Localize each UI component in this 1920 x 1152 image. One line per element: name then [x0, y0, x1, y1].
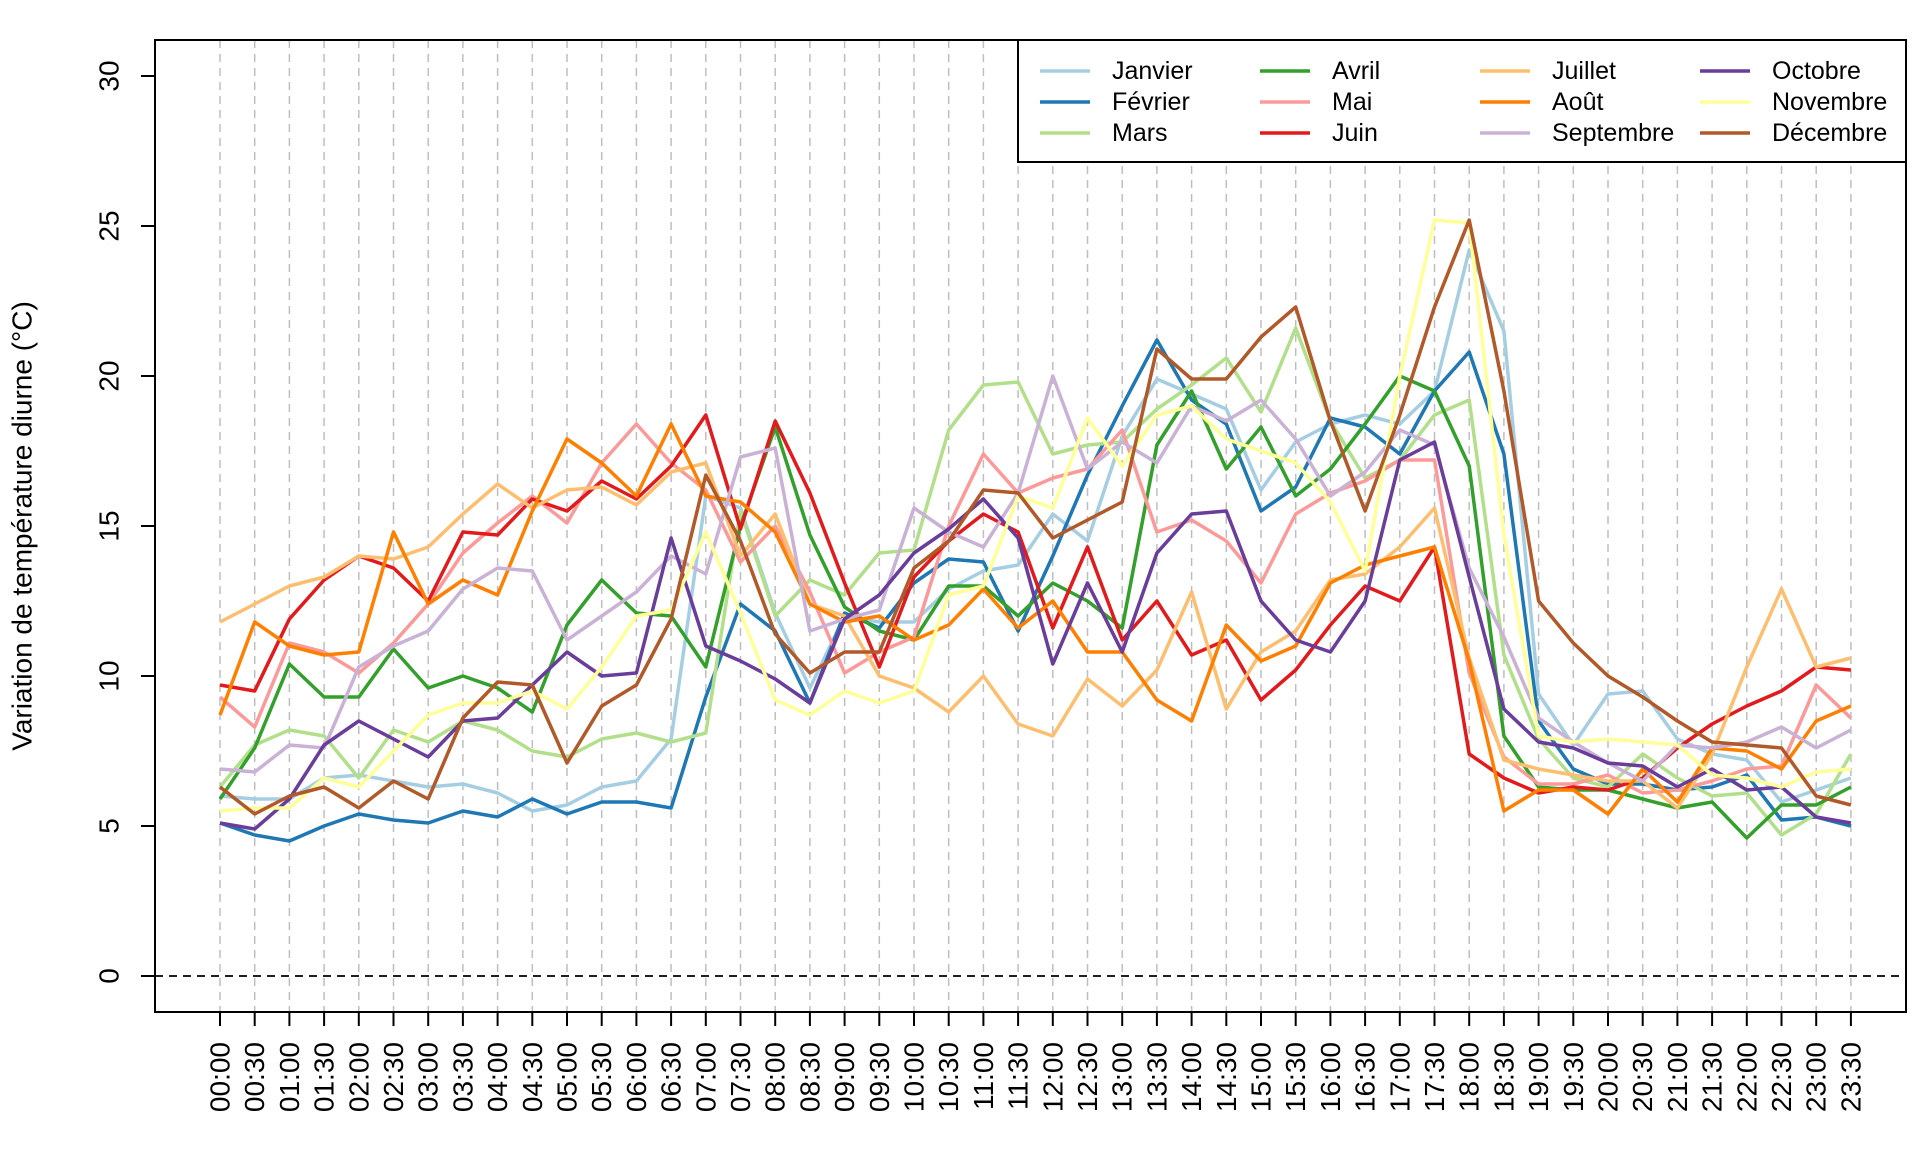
- series-line-août: [218, 422, 1852, 816]
- y-tick-label: 20: [94, 360, 125, 391]
- x-tick-label: 13:30: [1141, 1042, 1172, 1112]
- x-tick-label: 04:30: [517, 1042, 548, 1112]
- x-tick-label: 06:00: [621, 1042, 652, 1112]
- series-line-juillet: [219, 461, 1852, 810]
- legend-label: Août: [1552, 88, 1603, 116]
- legend-label: Novembre: [1772, 88, 1887, 116]
- legend-label: Mai: [1332, 88, 1372, 116]
- series-line-décembre: [218, 218, 1852, 816]
- x-tick-label: 04:00: [482, 1042, 513, 1112]
- y-tick-label: 0: [94, 968, 125, 984]
- x-tick-label: 14:30: [1211, 1042, 1242, 1112]
- series-line-mai: [218, 422, 1853, 795]
- series-line-novembre: [219, 218, 1852, 813]
- x-tick-label: 10:30: [933, 1042, 964, 1112]
- x-tick-label: 22:30: [1766, 1042, 1797, 1112]
- x-tick-label: 17:00: [1384, 1042, 1415, 1112]
- legend-label: Décembre: [1772, 119, 1887, 147]
- x-tick-label: 20:30: [1627, 1042, 1658, 1112]
- grid-lines: [219, 40, 1852, 1012]
- x-tick-label: 23:30: [1835, 1042, 1866, 1112]
- x-tick-label: 09:00: [829, 1042, 860, 1112]
- x-tick-label: 15:00: [1246, 1042, 1277, 1112]
- x-tick-label: 07:00: [690, 1042, 721, 1112]
- legend-label: Juillet: [1552, 57, 1616, 85]
- legend-label: Septembre: [1552, 119, 1674, 147]
- y-tick-label: 30: [94, 60, 125, 91]
- series-line-janvier: [219, 248, 1852, 813]
- x-tick-label: 07:30: [725, 1042, 756, 1112]
- x-tick-label: 14:00: [1176, 1042, 1207, 1112]
- legend: Janvier Février Mars Avril Mai Juin Juillet Aoû…: [1017, 39, 1907, 163]
- x-tick-label: 16:00: [1315, 1042, 1346, 1112]
- y-tick-label: 5: [94, 818, 125, 834]
- x-tick-label: 01:30: [309, 1042, 340, 1112]
- series-line-octobre: [219, 440, 1852, 831]
- series-lines: [218, 218, 1853, 843]
- x-tick-label: 12:30: [1072, 1042, 1103, 1112]
- legend-label: Février: [1112, 88, 1190, 116]
- x-tick-label: 11:00: [968, 1042, 999, 1110]
- legend-label: Janvier: [1112, 57, 1193, 85]
- legend-box: [1017, 39, 1907, 163]
- x-tick-label: 15:30: [1280, 1042, 1311, 1112]
- x-tick-label: 08:00: [760, 1042, 791, 1112]
- legend-label: Octobre: [1772, 57, 1861, 85]
- legend-label: Juin: [1332, 119, 1378, 147]
- x-tick-label: 22:00: [1731, 1042, 1762, 1112]
- x-tick-label: 08:30: [794, 1042, 825, 1112]
- x-tick-label: 10:00: [899, 1042, 930, 1112]
- x-tick-label: 21:00: [1662, 1042, 1693, 1112]
- x-tick-label: 03:30: [447, 1042, 478, 1112]
- x-axis: 00:00 00:30 01:00 01:30 02:00 02:30 03:00 03:30…: [205, 1011, 1866, 1112]
- x-tick-label: 18:30: [1488, 1042, 1519, 1112]
- legend-label: Mars: [1112, 119, 1168, 147]
- x-tick-label: 00:30: [239, 1042, 270, 1112]
- x-tick-label: 06:30: [656, 1042, 687, 1112]
- y-tick-label: 10: [94, 660, 125, 691]
- series-line-septembre: [219, 374, 1852, 783]
- x-tick-label: 16:30: [1350, 1042, 1381, 1112]
- y-axis-label: Variation de température diurne (°C): [7, 301, 38, 751]
- x-tick-label: 23:00: [1801, 1042, 1832, 1112]
- x-tick-label: 20:00: [1593, 1042, 1624, 1112]
- x-tick-label: 21:30: [1697, 1042, 1728, 1112]
- x-tick-label: 19:00: [1523, 1042, 1554, 1112]
- series-line-juin: [219, 413, 1852, 795]
- x-tick-label: 13:00: [1107, 1042, 1138, 1112]
- x-tick-label: 02:00: [343, 1042, 374, 1112]
- x-tick-label: 11:30: [1003, 1042, 1034, 1110]
- x-tick-label: 03:00: [413, 1042, 444, 1112]
- x-tick-label: 18:00: [1454, 1042, 1485, 1112]
- y-axis: 0 5 10 15 20 25 30: [94, 60, 156, 984]
- x-tick-label: 00:00: [205, 1042, 236, 1112]
- y-tick-label: 15: [94, 510, 125, 541]
- y-tick-label: 25: [94, 210, 125, 241]
- x-tick-label: 12:00: [1037, 1042, 1068, 1112]
- series-line-mars: [218, 326, 1853, 837]
- x-tick-label: 02:30: [378, 1042, 409, 1112]
- x-tick-label: 01:00: [274, 1042, 305, 1112]
- x-tick-label: 05:00: [552, 1042, 583, 1112]
- x-tick-label: 05:30: [586, 1042, 617, 1112]
- legend-label: Avril: [1332, 57, 1380, 85]
- series-line-février: [219, 338, 1852, 843]
- x-tick-label: 09:30: [864, 1042, 895, 1112]
- x-tick-label: 19:30: [1558, 1042, 1589, 1112]
- x-tick-label: 17:30: [1419, 1042, 1450, 1112]
